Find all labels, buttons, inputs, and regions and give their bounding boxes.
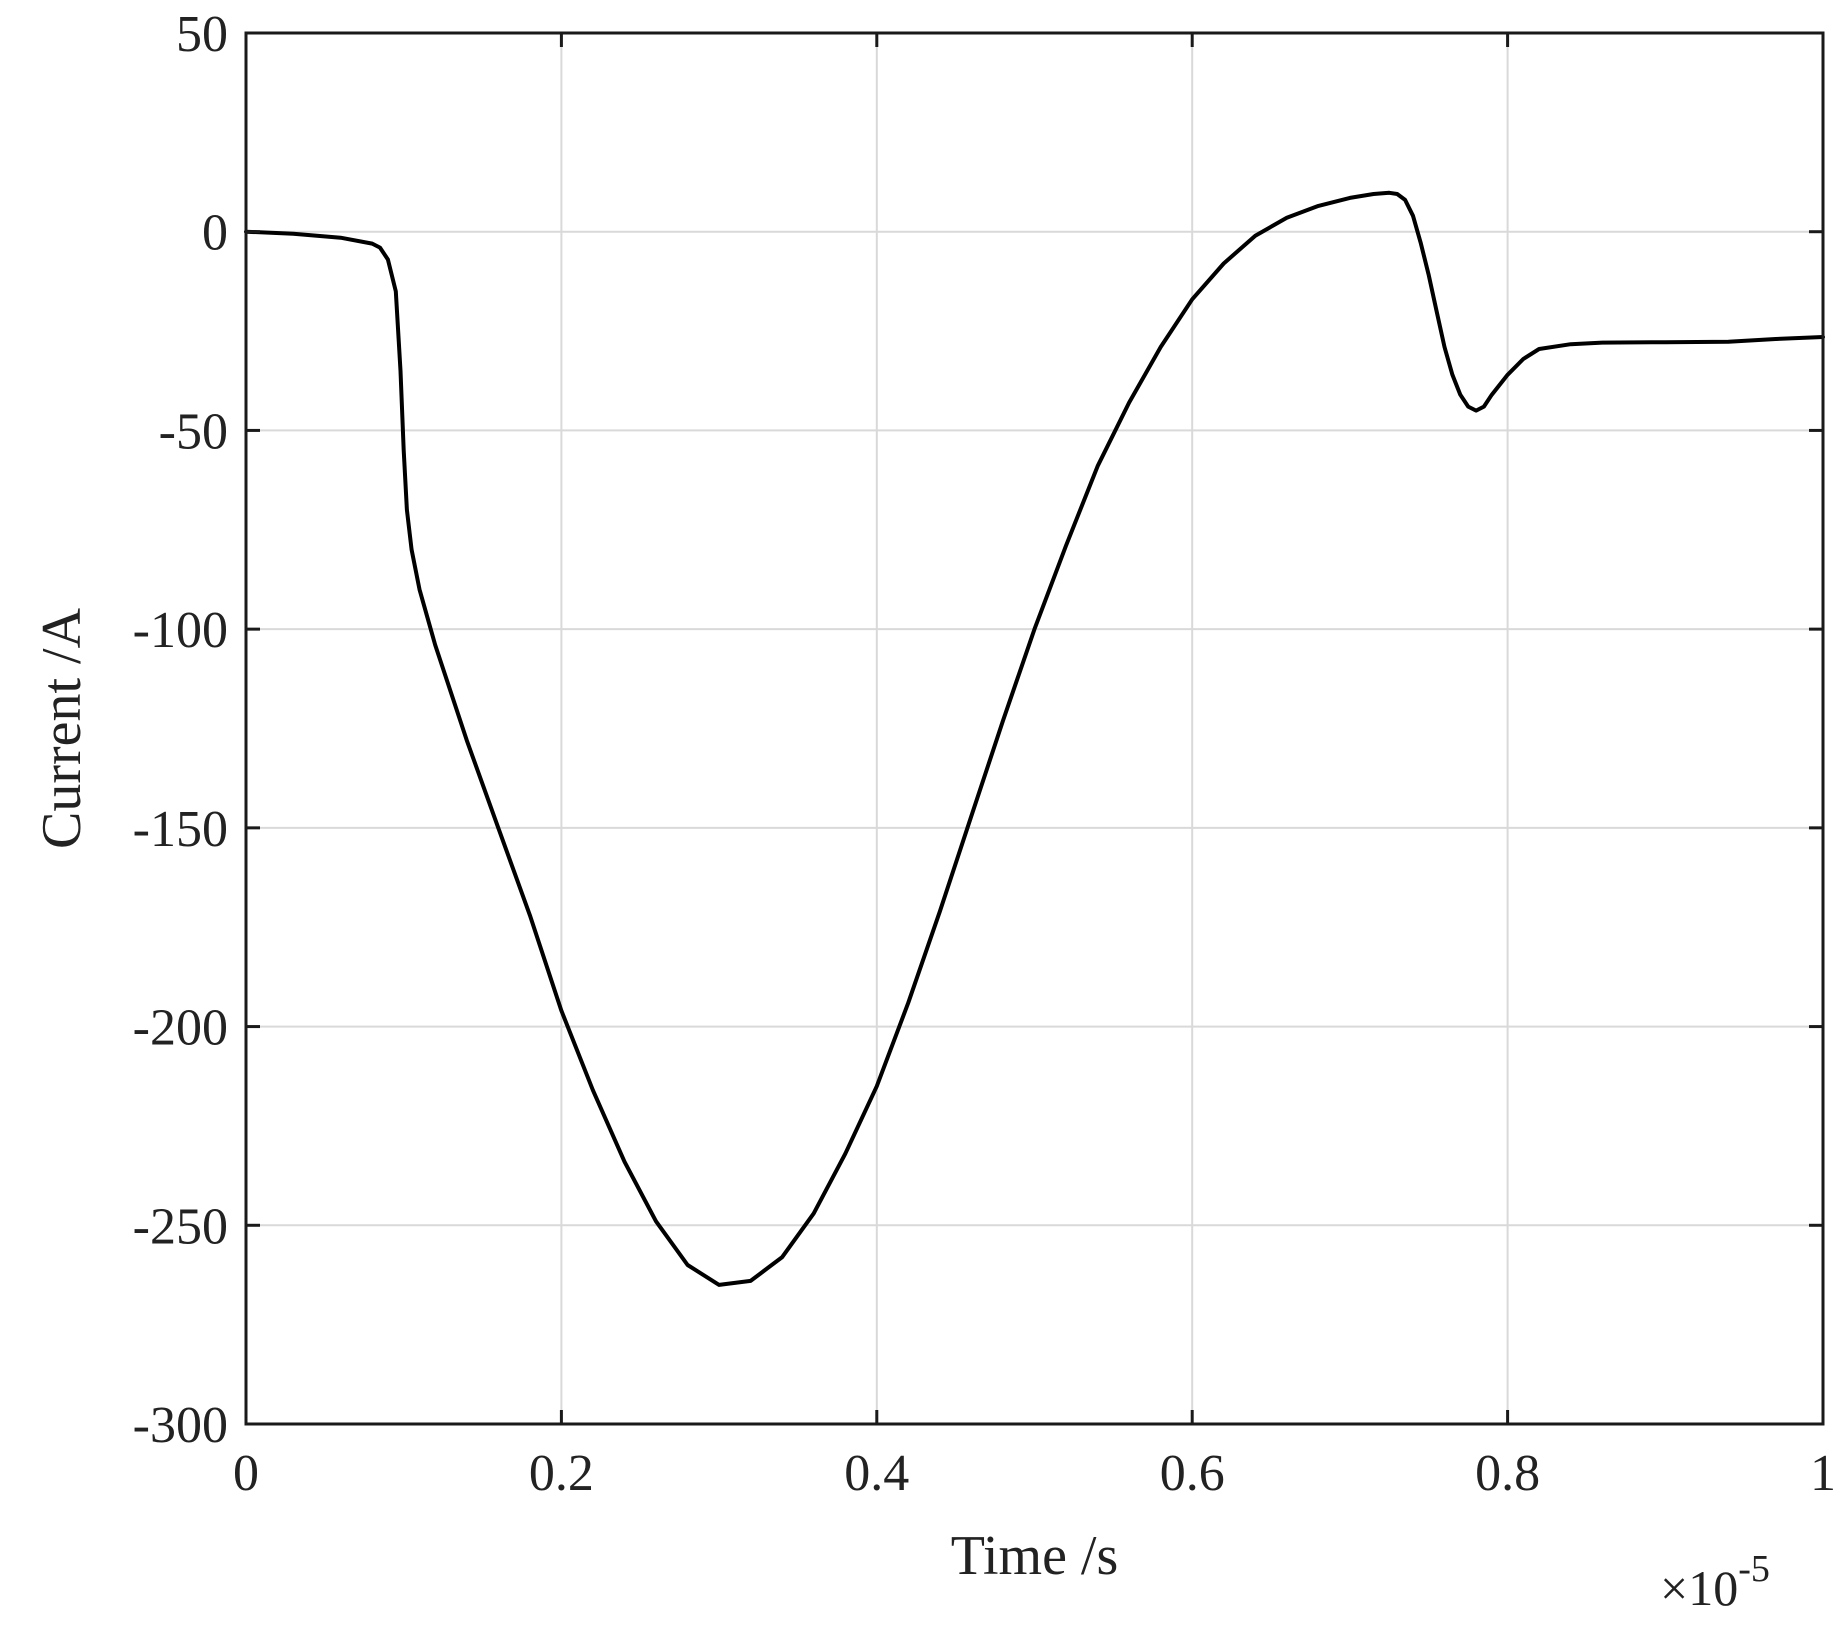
y-tick-label: -100 bbox=[133, 602, 228, 659]
y-tick-label: -150 bbox=[133, 801, 228, 858]
y-tick-label: -50 bbox=[159, 403, 228, 460]
y-tick-label: -200 bbox=[133, 1000, 228, 1057]
y-tick-label: -300 bbox=[133, 1397, 228, 1454]
series-layer bbox=[244, 190, 1825, 1287]
y-tick-label: -250 bbox=[133, 1198, 228, 1255]
x-axis-label: Time /s bbox=[951, 1525, 1119, 1587]
x-axis-exponent-base: ×10 bbox=[1660, 1560, 1738, 1616]
x-tick-label: 0.6 bbox=[1160, 1445, 1225, 1502]
y-tick-label: 0 bbox=[202, 205, 228, 262]
y-axis-tick-labels: 50 0 -50 -100 -150 -200 -250 -300 bbox=[133, 6, 228, 1454]
x-axis-exponent-label: ×10-5 bbox=[1660, 1548, 1770, 1616]
y-tick-label: 50 bbox=[176, 6, 228, 63]
y-axis-label: Current /A bbox=[31, 607, 93, 849]
x-tick-label: 0.4 bbox=[844, 1445, 909, 1502]
x-tick-label: 0.8 bbox=[1475, 1445, 1540, 1502]
x-tick-label: 1 bbox=[1810, 1445, 1836, 1502]
x-tick-label: 0 bbox=[233, 1445, 259, 1502]
x-tick-label: 0.2 bbox=[529, 1445, 594, 1502]
plot-area-frame bbox=[244, 31, 1825, 1426]
x-axis-exponent-power: -5 bbox=[1738, 1548, 1770, 1590]
x-axis-tick-labels: 0 0.2 0.4 0.6 0.8 1 bbox=[233, 1445, 1836, 1502]
tick-marks bbox=[244, 31, 1825, 1426]
series-line bbox=[244, 190, 1825, 1287]
